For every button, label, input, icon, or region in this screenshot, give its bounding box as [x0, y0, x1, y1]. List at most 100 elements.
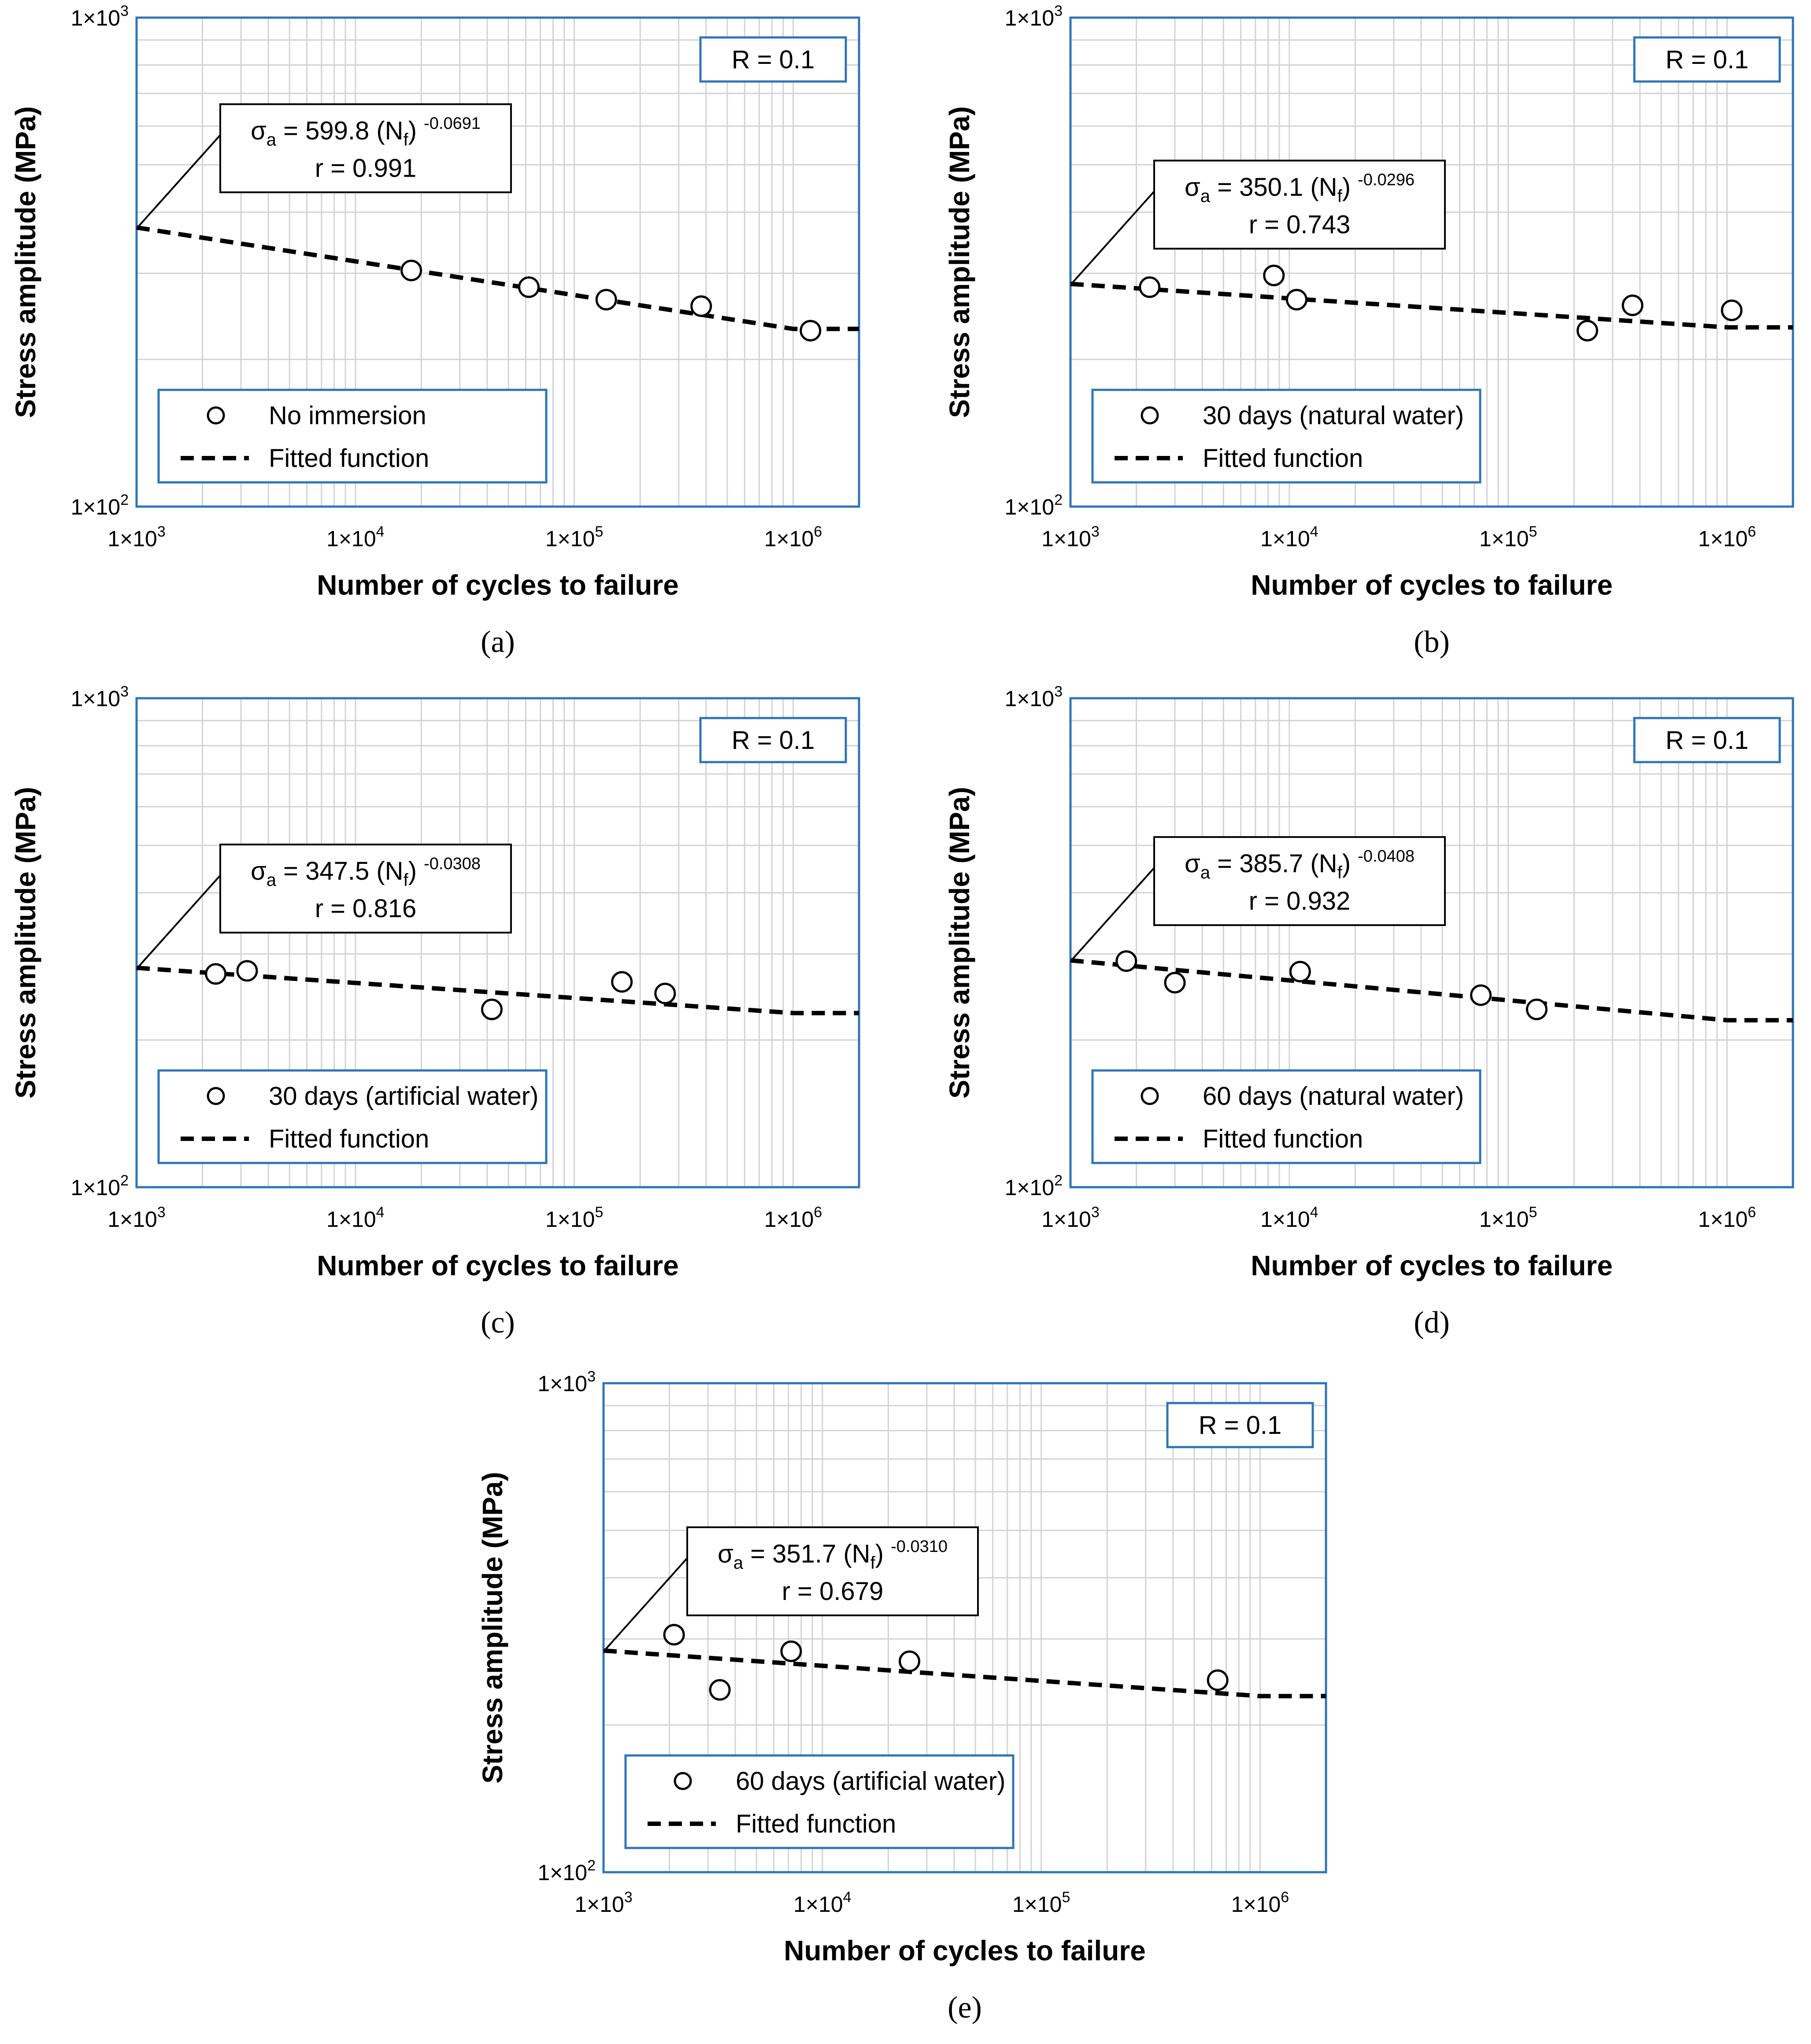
y-axis-title: Stress amplitude (MPa) [944, 106, 975, 418]
equation-leader-line [137, 874, 221, 969]
data-point [1139, 276, 1161, 298]
equation-box [1153, 159, 1446, 250]
correlation-coefficient: r = 0.932 [1249, 887, 1351, 915]
data-point [1115, 950, 1137, 972]
plot-frame [135, 697, 860, 1189]
legend-marker-label: No immersion [269, 401, 426, 430]
x-axis-title: Number of cycles to failure [317, 569, 679, 601]
x-tick-label: 1×103 [107, 523, 166, 551]
data-point [518, 276, 540, 298]
data-point [1207, 1669, 1229, 1691]
fitted-function-line [1070, 958, 1793, 1022]
ratio-box [699, 717, 847, 763]
chart-panel-4: 1×103 1×104 1×105 1×106 1×102 1×103 Number of … [944, 683, 1794, 1340]
ratio-box [1633, 717, 1781, 763]
legend-line-label: Fitted function [1203, 1125, 1363, 1153]
x-tick-label: 1×105 [1479, 1204, 1537, 1232]
ratio-box [1633, 36, 1781, 83]
fit-equation: σa = 385.7 (Nf) -0.0408 [1185, 847, 1415, 882]
correlation-coefficient: r = 0.679 [782, 1577, 884, 1606]
y-tick-label: 1×102 [70, 492, 129, 519]
ratio-label: R = 0.1 [732, 45, 815, 74]
equation-leader-line [604, 1557, 688, 1651]
x-axis-title: Number of cycles to failure [784, 1935, 1146, 1966]
x-axis-title: Number of cycles to failure [1251, 1250, 1613, 1281]
y-tick-label: 1×103 [70, 683, 129, 711]
legend-marker-icon [1141, 1087, 1159, 1105]
chart-panel-2: 1×103 1×104 1×105 1×106 1×102 1×103 Number of … [944, 3, 1794, 659]
panel-caption: (d) [1414, 1306, 1450, 1340]
data-point [236, 960, 258, 982]
legend-marker-label: 60 days (natural water) [1203, 1082, 1464, 1111]
fit-equation: σa = 351.7 (Nf) -0.0310 [718, 1537, 948, 1573]
x-axis-title: Number of cycles to failure [317, 1250, 679, 1281]
panel-caption: (c) [481, 1306, 515, 1340]
ratio-label: R = 0.1 [1199, 1411, 1282, 1440]
correlation-coefficient: r = 0.743 [1249, 211, 1351, 239]
data-point [1285, 289, 1307, 311]
legend-marker-label: 30 days (natural water) [1203, 401, 1464, 430]
equation-box [219, 844, 512, 934]
plot-frame [1069, 697, 1794, 1189]
fit-equation: σa = 347.5 (Nf) -0.0308 [251, 855, 481, 890]
x-tick-label: 1×106 [1698, 523, 1756, 551]
data-point [1526, 998, 1548, 1020]
x-tick-label: 1×105 [545, 1204, 604, 1232]
data-point [654, 982, 676, 1004]
y-tick-label: 1×102 [70, 1172, 129, 1200]
panel-caption: (b) [1414, 625, 1450, 659]
ratio-box [699, 36, 847, 83]
data-point [595, 289, 617, 311]
legend-line-label: Fitted function [1203, 444, 1363, 473]
x-tick-label: 1×106 [1698, 1204, 1756, 1232]
equation-box [1153, 836, 1446, 926]
panel-caption: (e) [948, 1991, 982, 2025]
data-point [1576, 320, 1598, 342]
equation-box [686, 1526, 979, 1616]
x-tick-label: 1×103 [1041, 523, 1100, 551]
data-point [800, 320, 822, 342]
x-tick-label: 1×106 [1231, 1889, 1289, 1917]
plot-frame [135, 16, 860, 508]
fitted-function-line [1070, 281, 1793, 330]
plot-frame [602, 1382, 1327, 1874]
y-axis-title: Stress amplitude (MPa) [10, 787, 41, 1099]
data-point [1164, 972, 1186, 994]
legend-marker-icon [674, 1772, 692, 1790]
equation-box [219, 103, 512, 193]
correlation-coefficient: r = 0.991 [315, 154, 417, 183]
legend-line-label: Fitted function [736, 1810, 896, 1838]
x-tick-label: 1×105 [545, 523, 604, 551]
fitted-function-line [136, 966, 859, 1015]
x-tick-label: 1×104 [326, 1204, 385, 1232]
y-tick-label: 1×103 [537, 1368, 596, 1396]
y-tick-label: 1×103 [1004, 3, 1063, 30]
correlation-coefficient: r = 0.816 [315, 894, 417, 923]
legend-marker-icon [1141, 406, 1159, 425]
data-point [899, 1650, 921, 1672]
legend-box [157, 389, 548, 484]
legend-box [157, 1069, 548, 1164]
y-axis-title: Stress amplitude (MPa) [10, 106, 41, 418]
data-point [1721, 299, 1743, 321]
y-tick-label: 1×103 [1004, 683, 1063, 711]
data-point [1289, 961, 1311, 983]
y-axis-title: Stress amplitude (MPa) [944, 787, 975, 1099]
x-tick-label: 1×106 [764, 523, 822, 551]
y-tick-label: 1×102 [1004, 1172, 1063, 1200]
data-point [663, 1624, 685, 1646]
chart-panel-3: 1×103 1×104 1×105 1×106 1×102 1×103 Number of … [10, 683, 860, 1340]
data-point [205, 963, 227, 985]
y-tick-label: 1×102 [1004, 492, 1063, 519]
ratio-label: R = 0.1 [1666, 726, 1749, 755]
legend-marker-label: 60 days (artificial water) [736, 1767, 1005, 1796]
x-tick-label: 1×106 [764, 1204, 822, 1232]
x-tick-label: 1×104 [793, 1889, 852, 1917]
legend-line-label: Fitted function [269, 1125, 429, 1153]
equation-leader-line [1070, 191, 1155, 285]
x-tick-label: 1×103 [1041, 1204, 1100, 1232]
legend-box [1091, 389, 1481, 484]
plot-frame [1069, 16, 1794, 508]
data-point [690, 295, 712, 317]
